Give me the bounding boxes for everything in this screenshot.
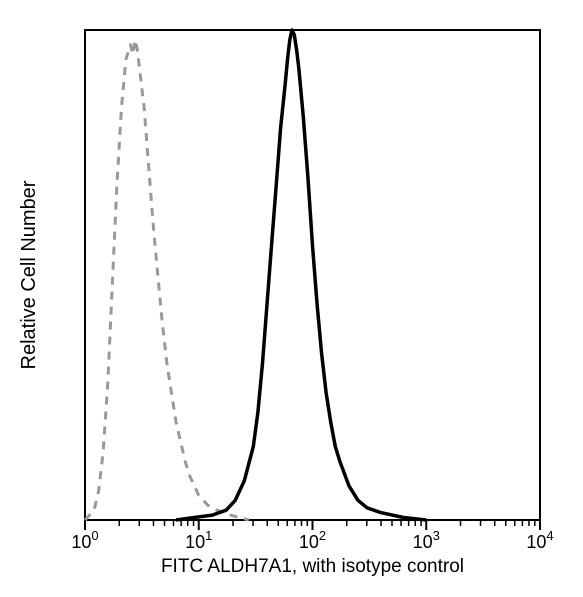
svg-text:102: 102: [299, 528, 326, 552]
x-axis-label: FITC ALDH7A1, with isotype control: [161, 556, 464, 577]
series-aldh7a1: [176, 30, 426, 520]
flow-cytometry-chart: 100 101 102 103 104 FITC ALDH7A1, with isotyp…: [0, 0, 583, 597]
svg-text:103: 103: [413, 528, 440, 552]
svg-text:101: 101: [185, 528, 212, 552]
svg-text:100: 100: [71, 528, 98, 552]
chart-svg: 100 101 102 103 104 FITC ALDH7A1, with isotyp…: [0, 0, 583, 597]
y-axis-label: Relative Cell Number: [18, 180, 40, 369]
series-isotype-control: [85, 40, 249, 520]
svg-text:104: 104: [526, 528, 553, 552]
